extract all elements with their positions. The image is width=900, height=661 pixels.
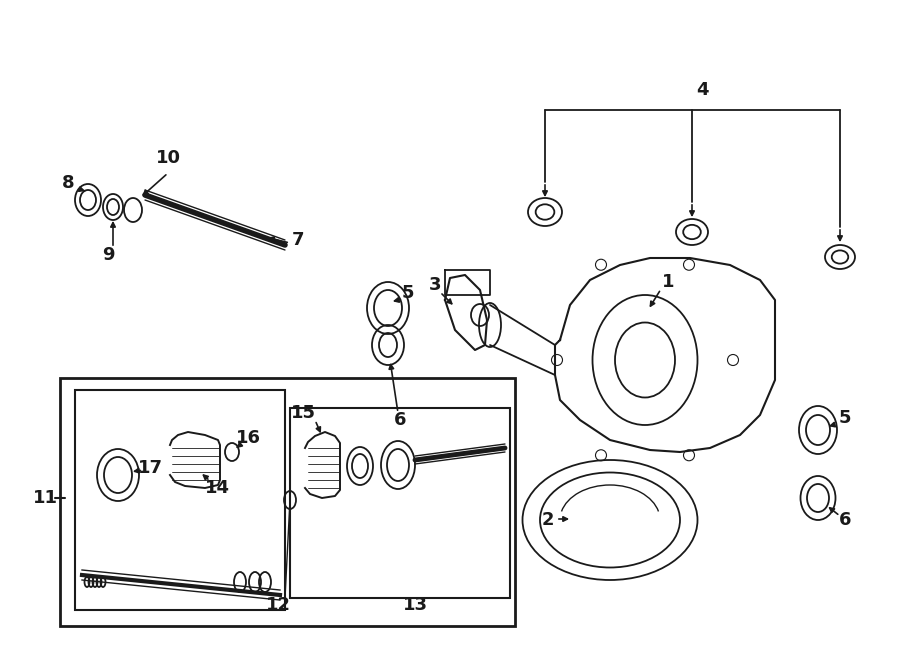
Text: 12: 12 — [266, 596, 291, 614]
Ellipse shape — [552, 354, 562, 366]
Text: 10: 10 — [156, 149, 181, 167]
Text: 14: 14 — [204, 479, 230, 497]
Text: 6: 6 — [394, 411, 406, 429]
Text: 7: 7 — [292, 231, 304, 249]
Ellipse shape — [727, 354, 739, 366]
Text: 5: 5 — [401, 284, 414, 302]
Text: 6: 6 — [839, 511, 851, 529]
Ellipse shape — [596, 259, 607, 270]
Bar — [75, 390, 285, 610]
Ellipse shape — [596, 449, 607, 461]
Text: 17: 17 — [138, 459, 163, 477]
Ellipse shape — [683, 449, 695, 461]
Text: 3: 3 — [428, 276, 441, 294]
Text: 15: 15 — [291, 404, 316, 422]
Text: 11: 11 — [32, 489, 58, 507]
Text: 13: 13 — [402, 596, 428, 614]
Bar — [60, 378, 515, 626]
Bar — [290, 408, 510, 598]
Text: 8: 8 — [62, 174, 75, 192]
Text: 4: 4 — [696, 81, 708, 99]
Text: 9: 9 — [102, 246, 114, 264]
Text: 2: 2 — [542, 511, 554, 529]
Text: 16: 16 — [236, 429, 260, 447]
Ellipse shape — [683, 259, 695, 270]
Text: 5: 5 — [839, 409, 851, 427]
Text: 1: 1 — [662, 273, 674, 291]
